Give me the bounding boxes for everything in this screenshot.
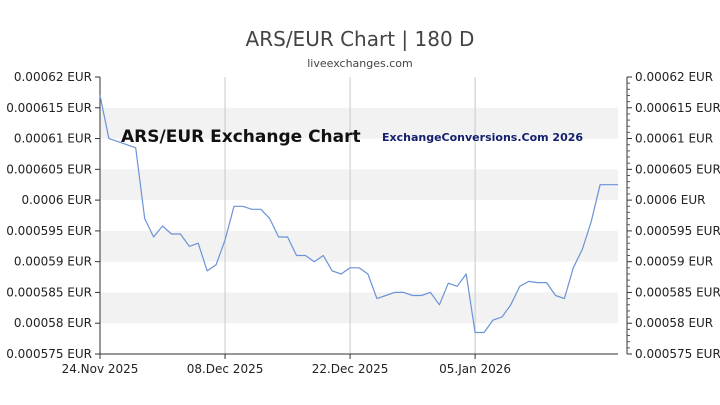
y-tick-label-right: 0.000605 EUR — [635, 162, 720, 176]
y-tick-label-right: 0.000615 EUR — [635, 101, 720, 115]
series-layer — [99, 95, 618, 334]
y-tick-label-left: 0.000595 EUR — [6, 224, 92, 238]
y-axis-right: 0.00062 EUR 0.000615 EUR 0.00061 EUR 0.0006… — [627, 70, 720, 361]
series-line — [99, 95, 618, 334]
vertical-gridlines — [224, 77, 476, 354]
y-tick-label-right: 0.000595 EUR — [635, 224, 720, 238]
grid-bands — [100, 107, 618, 324]
y-tick-label-left: 0.000585 EUR — [6, 285, 92, 299]
watermark-left: ARS/EUR Exchange Chart — [121, 127, 361, 147]
y-tick-label-right: 0.000575 EUR — [635, 347, 720, 361]
x-tick-label: 05.Jan 2026 — [439, 362, 511, 376]
x-axis: 24.Nov 2025 08.Dec 2025 22.Dec 2025 05.Jan … — [62, 354, 511, 376]
y-axis-left: 0.00062 EUR 0.000615 EUR 0.00061 EUR 0.0006… — [6, 70, 100, 361]
x-tick-label: 22.Dec 2025 — [312, 362, 389, 376]
grid-band — [100, 169, 618, 201]
y-tick-label-right: 0.000585 EUR — [635, 285, 720, 299]
y-tick-label-left: 0.000575 EUR — [6, 347, 92, 361]
y-tick-label-left: 0.000605 EUR — [6, 162, 92, 176]
y-tick-label-left: 0.000615 EUR — [6, 101, 92, 115]
y-tick-label-left: 0.00059 EUR — [14, 255, 92, 269]
x-tick-label: 24.Nov 2025 — [62, 362, 139, 376]
y-tick-label-right: 0.00062 EUR — [635, 70, 713, 84]
grid-band — [100, 107, 618, 139]
y-tick-label-right: 0.00059 EUR — [635, 255, 713, 269]
watermark-right: ExchangeConversions.Com 2026 — [382, 131, 583, 144]
y-tick-label-left: 0.0006 EUR — [21, 193, 92, 207]
y-tick-label-left: 0.00061 EUR — [14, 132, 92, 146]
chart-subtitle: liveexchanges.com — [307, 57, 412, 70]
y-tick-label-right: 0.00058 EUR — [635, 316, 713, 330]
grid-band — [100, 292, 618, 324]
axes — [99, 77, 628, 355]
grid-band — [100, 230, 618, 262]
x-tick-label: 08.Dec 2025 — [187, 362, 264, 376]
y-tick-label-right: 0.0006 EUR — [635, 193, 706, 207]
chart-title: ARS/EUR Chart | 180 D — [246, 27, 475, 51]
y-tick-label-left: 0.00058 EUR — [14, 316, 92, 330]
y-tick-label-right: 0.00061 EUR — [635, 132, 713, 146]
y-tick-label-left: 0.00062 EUR — [14, 70, 92, 84]
